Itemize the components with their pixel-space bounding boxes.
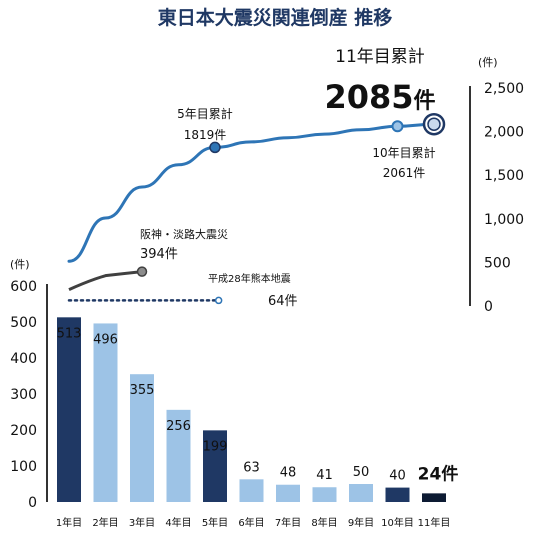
cumulative-axis-unit: (件) [478, 56, 498, 69]
cumulative-line [67, 122, 436, 263]
cumulative-axis-tick-label: 0 [484, 299, 493, 315]
chart-title: 東日本大震災関連倒産 推移 [158, 6, 393, 29]
bar-value-label: 496 [93, 332, 118, 347]
hanshin-value: 394件 [140, 247, 178, 262]
bar [349, 484, 373, 502]
y5-total-value: 1819件 [184, 128, 227, 142]
y10-marker [391, 120, 404, 133]
cumulative-axis-tick-label: 1,500 [484, 168, 524, 184]
annual-axis-tick-label: 200 [10, 423, 37, 439]
category-label: 1年目 [56, 516, 82, 529]
cumulative-lines [67, 112, 446, 305]
category-label: 3年目 [129, 516, 155, 529]
category-label: 11年目 [418, 516, 451, 529]
bar [239, 479, 264, 502]
category-label: 9年目 [348, 516, 374, 529]
y10-total-title: 10年目累計 [372, 145, 435, 160]
category-label: 6年目 [238, 516, 264, 529]
annual-axis-tick-label: 100 [10, 459, 37, 475]
bar [203, 430, 227, 502]
category-label: 4年目 [165, 516, 191, 529]
bar [312, 487, 337, 502]
cumulative-axis-tick-label: 2,000 [484, 125, 524, 141]
y11-total-value: 2085件 [324, 78, 435, 116]
category-label: 10年目 [381, 516, 414, 529]
annual-axis-tick-label: 400 [10, 351, 37, 367]
y5-total-title: 5年目累計 [177, 106, 233, 121]
cumulative-axis: (件) 2,500 2,000 1,500 1,000 500 0 [469, 56, 524, 315]
bar-value-label: 355 [130, 383, 155, 398]
annual-axis-tick-label: 600 [10, 279, 37, 295]
cumulative-axis-tick-label: 2,500 [484, 81, 524, 97]
bar-value-label: 256 [166, 419, 191, 434]
bar [93, 323, 118, 502]
cumulative-axis-tick-label: 500 [484, 255, 511, 271]
annual-axis-tick-label: 500 [10, 315, 37, 331]
annotations: 11年目累計 2085件 5年目累計 1819件 10年目累計 2061件 阪神… [140, 47, 436, 309]
bar-value-label: 24件 [418, 463, 459, 484]
bar-value-label: 50 [353, 465, 370, 480]
annual-axis: (件) 600 500 400 300 200 100 0 [10, 258, 48, 511]
bar-value-label: 48 [280, 466, 297, 481]
bar [276, 484, 300, 502]
category-label: 2年目 [92, 516, 118, 529]
bar-value-label: 41 [316, 468, 333, 483]
hanshin-line [68, 270, 143, 292]
category-label: 8年目 [311, 516, 337, 529]
y10-total-value: 2061件 [383, 166, 426, 180]
bar-value-label: 63 [243, 460, 260, 475]
annual-bars: 513 1年目 496 2年目 355 3年目 256 4年目 199 5年目 63 6年目 48 7年目… [56, 317, 459, 529]
bar [130, 374, 154, 502]
hanshin-label: 阪神・淡路大震災 [140, 227, 228, 241]
bar-value-label: 40 [389, 469, 406, 484]
hanshin-marker [136, 266, 148, 277]
bar-value-label: 513 [57, 326, 82, 341]
y11-total-number: 2085 [324, 78, 413, 116]
kumamoto-value: 64件 [268, 294, 298, 309]
kumamoto-marker [214, 296, 223, 305]
bar [166, 409, 191, 502]
category-label: 7年目 [275, 516, 301, 529]
y11-total-unit: 件 [414, 89, 436, 114]
bar [422, 493, 446, 502]
bar-value-label: 199 [203, 439, 228, 454]
y11-total-title: 11年目累計 [335, 47, 425, 67]
y5-marker [209, 141, 221, 154]
bar [57, 317, 81, 502]
annual-axis-tick-label: 300 [10, 387, 37, 403]
cumulative-axis-tick-label: 1,000 [484, 212, 524, 228]
kumamoto-label: 平成28年熊本地震 [208, 272, 291, 285]
y11-marker-inner [427, 117, 441, 131]
annual-axis-tick-label: 0 [28, 495, 37, 511]
category-label: 5年目 [202, 516, 228, 529]
annual-axis-unit: (件) [10, 258, 30, 271]
bar [385, 487, 410, 502]
